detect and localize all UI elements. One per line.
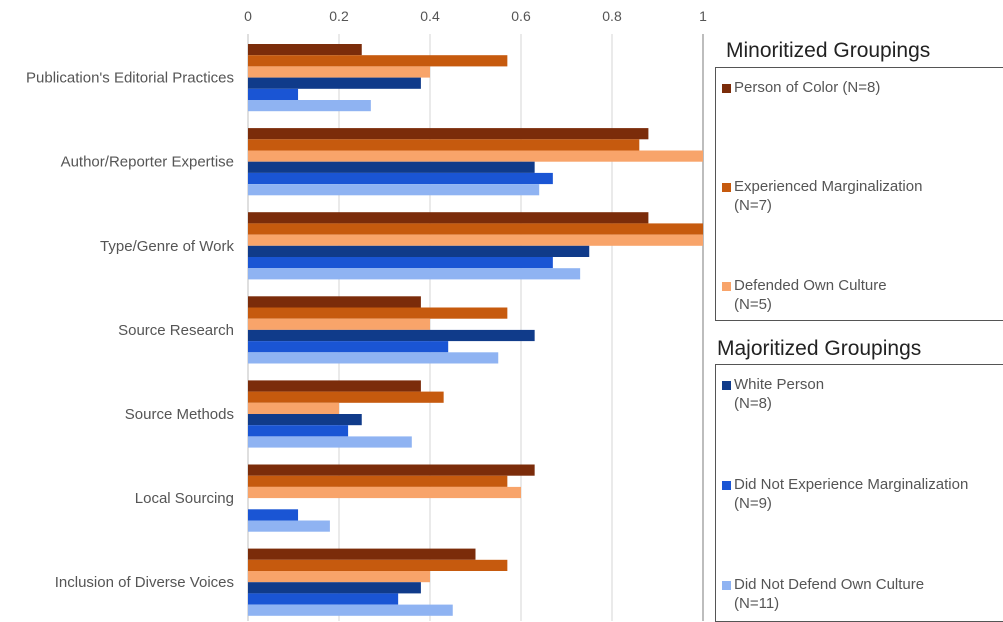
legend-label-n: (N=7) — [734, 197, 772, 214]
bar — [248, 223, 703, 235]
bar — [248, 212, 649, 224]
bar — [248, 77, 421, 89]
bar — [248, 509, 299, 521]
category-label: Publication's Editorial Practices — [26, 70, 234, 87]
bar — [248, 139, 640, 151]
bar — [248, 352, 499, 364]
bar — [248, 414, 362, 426]
bar — [248, 100, 371, 112]
category-label: Type/Genre of Work — [100, 238, 234, 255]
bar — [248, 436, 412, 448]
legend-swatch — [722, 581, 731, 590]
bar — [248, 548, 476, 560]
bar — [248, 571, 430, 583]
legend-label: Person of Color (N=8) — [734, 79, 881, 96]
bar — [248, 486, 521, 499]
bar — [248, 172, 553, 185]
legend-label: Did Not Experience Marginalization — [734, 476, 969, 493]
legend-title-majoritized: Majoritized Groupings — [717, 337, 922, 360]
bar — [248, 318, 430, 330]
legend-item-did-not-experience-marginalization: Did Not Experience Marginalization (N=9) — [722, 475, 1003, 513]
bar — [248, 307, 508, 319]
bar — [248, 257, 553, 269]
legend-label: Did Not Defend Own Culture — [734, 576, 925, 593]
bar — [248, 582, 421, 594]
legend-item-white-person: White Person (N=8) — [722, 375, 1003, 413]
legend-label-n: (N=9) — [734, 495, 772, 512]
legend-label-n: (N=5) — [734, 296, 772, 313]
x-tick-label: 0 — [244, 8, 252, 24]
legend-swatch — [722, 84, 731, 93]
bar — [248, 66, 430, 78]
legend-swatch — [722, 481, 731, 490]
legend-swatch — [722, 183, 731, 192]
bar — [248, 559, 508, 571]
bar — [248, 88, 299, 100]
bar — [248, 604, 453, 616]
bar — [248, 55, 508, 67]
legend-swatch — [722, 381, 731, 390]
bar — [248, 296, 421, 308]
x-tick-label: 0.8 — [602, 8, 622, 24]
bar — [248, 234, 703, 246]
legend-label: White Person — [734, 376, 825, 393]
bar — [248, 402, 339, 414]
legend-box-minoritized: Person of Color (N=8) Experienced Margin… — [715, 67, 1003, 321]
legend-item-defended-own-culture: Defended Own Culture (N=5) — [722, 276, 1003, 314]
legend-item-did-not-defend-own-culture: Did Not Defend Own Culture (N=11) — [722, 575, 1003, 613]
category-label: Source Methods — [125, 406, 234, 423]
bar — [248, 464, 535, 476]
legend-item-person-of-color: Person of Color (N=8) — [722, 78, 1003, 97]
x-tick-label: 0.2 — [329, 8, 349, 24]
legend-label-n: (N=8) — [734, 395, 772, 412]
category-label: Local Sourcing — [135, 490, 234, 507]
bars — [248, 44, 703, 616]
x-tick-label: 0.4 — [420, 8, 440, 24]
x-axis-tick-labels: 0 0.2 0.4 0.6 0.8 1 — [244, 8, 707, 24]
x-tick-label: 0.6 — [511, 8, 531, 24]
category-label: Author/Reporter Expertise — [61, 154, 234, 171]
bar — [248, 128, 649, 140]
legend-label: Defended Own Culture — [734, 277, 887, 294]
x-tick-label: 1 — [699, 8, 707, 24]
bar — [248, 520, 330, 532]
bar — [248, 268, 581, 280]
bar — [248, 329, 535, 342]
legend-label: Experienced Marginalization — [734, 178, 923, 195]
bar — [248, 245, 590, 257]
bar — [248, 380, 421, 392]
legend-label-n: (N=11) — [734, 595, 780, 612]
bar — [248, 161, 535, 173]
bar — [248, 184, 540, 196]
category-label: Source Research — [118, 322, 234, 339]
bar — [248, 150, 703, 162]
bar — [248, 391, 444, 403]
legend-item-experienced-marginalization: Experienced Marginalization (N=7) — [722, 177, 1003, 215]
category-labels: Publication's Editorial Practices Author/… — [26, 70, 234, 592]
legend-swatch — [722, 282, 731, 291]
bar — [248, 44, 362, 56]
bar — [248, 593, 399, 605]
category-label: Inclusion of Diverse Voices — [55, 574, 234, 591]
bar — [248, 341, 449, 353]
legend-title-minoritized: Minoritized Groupings — [726, 39, 931, 62]
bar — [248, 425, 349, 437]
legend-box-majoritized: White Person (N=8) Did Not Experience Ma… — [715, 364, 1003, 622]
bar — [248, 475, 508, 487]
